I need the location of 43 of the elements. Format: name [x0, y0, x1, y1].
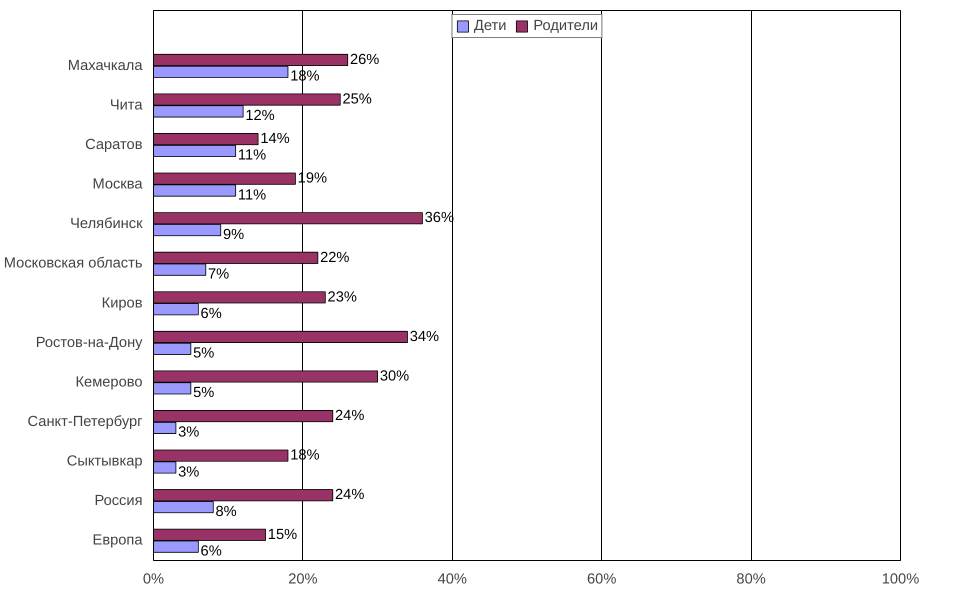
x-tick-label: 40% [438, 572, 467, 588]
data-label: 11% [238, 187, 266, 204]
y-tick-label: Санкт-Петербург [28, 414, 143, 430]
data-label: 30% [380, 368, 410, 385]
data-label: 3% [178, 464, 200, 480]
y-tick-label: Саратов [85, 137, 143, 154]
data-label: 14% [260, 131, 290, 148]
y-tick-label: Кемерово [76, 374, 143, 390]
data-label: 12% [245, 108, 275, 124]
data-label: 6% [200, 306, 222, 322]
data-label: 5% [193, 385, 214, 402]
x-tick-label: 60% [587, 572, 616, 588]
data-label: 34% [410, 328, 440, 345]
y-tick-label: Ростов-на-Дону [36, 334, 144, 351]
data-label: 24% [335, 408, 364, 424]
y-tick-label: Челябинск [70, 216, 144, 232]
y-tick-label: Москва [92, 176, 144, 193]
y-tick-label: Европа [92, 532, 144, 549]
x-tick-label: 20% [288, 572, 318, 588]
y-tick-label: Московская область [4, 256, 143, 272]
y-tick-label: Чита [110, 97, 144, 114]
data-label: 23% [328, 289, 357, 306]
data-label: 3% [178, 424, 200, 441]
x-tick-label: 100% [882, 572, 920, 588]
data-label: 7% [208, 266, 230, 282]
data-label: 11% [238, 148, 266, 164]
data-label: 22% [320, 250, 350, 266]
y-tick-label: Сыктывкар [66, 454, 142, 470]
y-tick-label: Киров [102, 295, 143, 312]
data-label: 26% [350, 52, 380, 68]
data-label: 24% [335, 487, 364, 504]
data-label: 25% [342, 92, 372, 108]
data-label: 5% [193, 346, 214, 362]
legend-label: Родители [533, 18, 598, 34]
x-tick-label: 80% [736, 572, 766, 588]
data-label: 6% [200, 543, 222, 560]
data-label: 9% [222, 226, 244, 243]
data-label: 15% [268, 526, 298, 543]
y-tick-label: Махачкала [68, 58, 144, 74]
x-tick-label: 0% [142, 572, 164, 588]
data-label: 8% [216, 504, 237, 520]
y-tick-label: Россия [94, 493, 142, 510]
legend-label: Дети [474, 18, 506, 34]
